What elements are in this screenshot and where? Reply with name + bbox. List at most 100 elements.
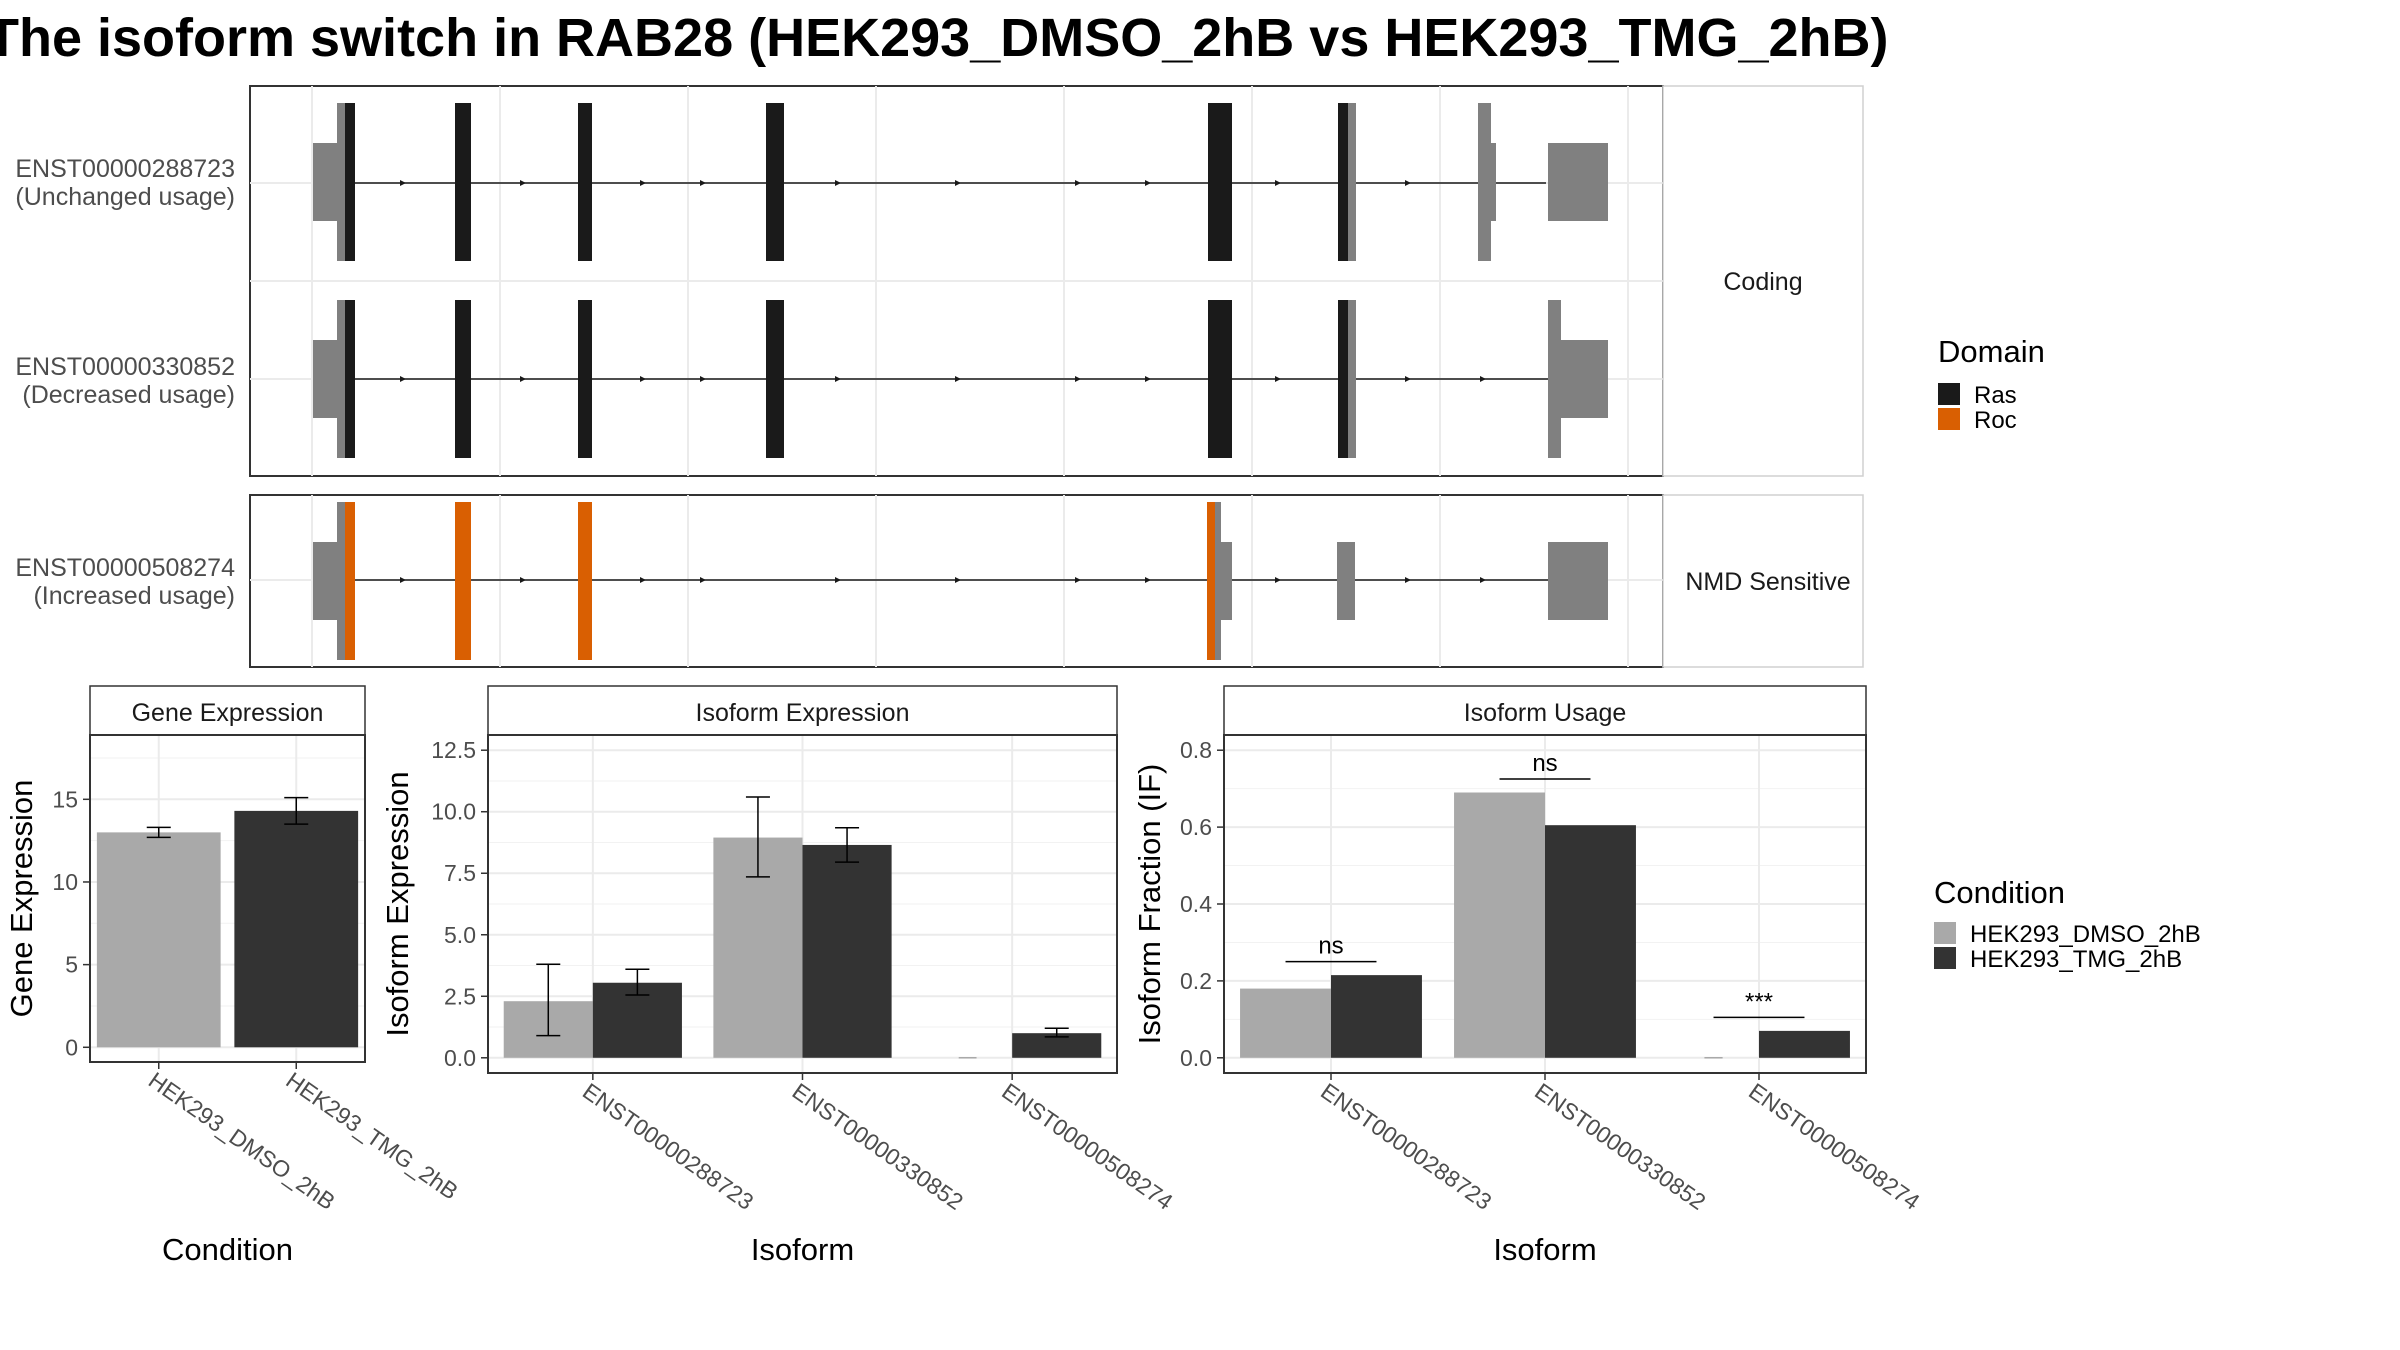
ras-domain-exon	[1208, 300, 1232, 458]
ras-domain-exon	[1338, 300, 1348, 458]
intron-arrows	[400, 577, 1486, 583]
utr-exon	[1221, 542, 1232, 620]
ras-domain-exon	[455, 103, 471, 261]
bar-HEK293_TMG_2hB	[234, 810, 359, 1048]
structure-panel-nmd	[249, 494, 1664, 668]
x-tick-label: ENST00000508274	[1744, 1078, 1925, 1215]
y-tick-label: 0	[65, 1034, 78, 1060]
utr-exon	[1561, 340, 1608, 418]
y-tick-label: 5	[65, 952, 78, 978]
isoform-id-label: ENST00000288723	[15, 155, 235, 183]
roc-domain-exon	[345, 502, 355, 660]
ras-domain-exon	[345, 103, 355, 261]
chart-strip-title: Gene Expression	[132, 699, 324, 727]
condition-legend: Condition HEK293_DMSO_2hB HEK293_TMG_2hB	[1934, 875, 2201, 973]
ras-domain-exon	[766, 300, 784, 458]
legend-label-roc: Roc	[1974, 407, 2017, 434]
significance-label: ns	[1532, 750, 1557, 777]
x-tick-label: ENST00000508274	[997, 1078, 1178, 1215]
isoform-id-label: ENST00000508274	[15, 554, 235, 582]
domain-legend-title: Domain	[1938, 334, 2045, 369]
significance-label: ***	[1745, 988, 1773, 1015]
y-tick-label: 10	[52, 869, 78, 895]
legend-label-ras: Ras	[1974, 382, 2017, 409]
y-axis-title: Gene Expression	[4, 780, 39, 1018]
y-tick-label: 0.0	[444, 1045, 476, 1071]
bar-HEK293_TMG_2hB-ENST00000330852	[1545, 825, 1636, 1058]
isoform-usage-label: (Unchanged usage)	[15, 183, 235, 211]
utr-exon	[313, 143, 337, 221]
roc-domain-exon	[578, 502, 592, 660]
bar-HEK293_TMG_2hB-ENST00000330852	[802, 844, 892, 1058]
utr-exon	[337, 300, 345, 458]
isoform-usage-chart: Isoform Usage ns ns *** 0.0 0.2 0.4 0.6 0.8 ENST0…	[1132, 685, 1925, 1267]
chart-strip	[1223, 685, 1867, 736]
condition-legend-title: Condition	[1934, 875, 2065, 910]
utr-exon	[1548, 542, 1608, 620]
figure-title: The isoform switch in RAB28 (HEK293_DMSO…	[0, 8, 1889, 68]
bar-HEK293_DMSO_2hB	[96, 832, 221, 1048]
legend-label-tmg: HEK293_TMG_2hB	[1970, 946, 2182, 973]
y-tick-label: 0.8	[1180, 737, 1212, 763]
isoform-expression-chart: Isoform Expression 0.0 2.5 5.0 7.5 10.0 12.5 EN…	[380, 685, 1178, 1267]
x-tick-label: ENST00000288723	[1316, 1078, 1496, 1215]
cds-exon	[1548, 300, 1561, 458]
intron-arrows	[400, 376, 1486, 382]
y-tick-label: 0.2	[1180, 968, 1212, 994]
utr-exon	[337, 103, 345, 261]
strip-nmd-sensitive: NMD Sensitive	[1662, 494, 1864, 668]
ras-domain-exon	[578, 300, 592, 458]
legend-label-dmso: HEK293_DMSO_2hB	[1970, 921, 2201, 948]
intron-arrows	[400, 180, 1486, 186]
x-axis-title: Isoform	[751, 1232, 854, 1267]
bar-HEK293_TMG_2hB-ENST00000508274	[1759, 1030, 1850, 1058]
y-tick-label: 0.0	[1180, 1045, 1212, 1071]
ras-domain-exon	[766, 103, 784, 261]
y-tick-label: 2.5	[444, 983, 476, 1009]
ras-domain-exon	[578, 103, 592, 261]
isoform-track-ENST00000330852	[313, 300, 1608, 458]
utr-exon	[337, 502, 345, 660]
x-tick-label: ENST00000330852	[1530, 1078, 1710, 1215]
chart-strip	[89, 685, 366, 736]
ras-domain-exon	[1208, 103, 1232, 261]
ras-domain-exon	[455, 300, 471, 458]
y-axis-title: Isoform Expression	[380, 771, 415, 1036]
y-tick-label: 12.5	[431, 737, 476, 763]
isoform-track-ENST00000288723	[313, 103, 1608, 261]
bar-HEK293_DMSO_2hB-ENST00000288723	[1240, 988, 1331, 1058]
chart-panel-border	[89, 734, 366, 1063]
isoform-labels: ENST00000288723 (Unchanged usage) ENST00…	[15, 155, 235, 610]
isoform-track-ENST00000508274	[313, 502, 1608, 660]
bar-HEK293_DMSO_2hB-ENST00000330852	[1454, 792, 1545, 1058]
isoform-usage-label: (Decreased usage)	[22, 381, 235, 409]
chart-strip-title: Isoform Expression	[696, 699, 910, 727]
utr-exon	[313, 340, 337, 418]
significance-label: ns	[1318, 933, 1343, 960]
cds-exon	[1348, 300, 1356, 458]
structure-panel-coding	[249, 85, 1664, 477]
y-tick-label: 7.5	[444, 860, 476, 886]
legend-swatch-roc	[1938, 408, 1960, 430]
utr-exon	[1337, 542, 1355, 620]
strip-label: Coding	[1723, 268, 1802, 296]
x-axis-title: Isoform	[1493, 1232, 1596, 1267]
ras-domain-exon	[345, 300, 355, 458]
y-axis-title: Isoform Fraction (IF)	[1132, 764, 1167, 1045]
cds-exon	[1478, 103, 1491, 261]
y-tick-label: 0.6	[1180, 814, 1212, 840]
cds-exon	[1348, 103, 1356, 261]
legend-swatch-ras	[1938, 383, 1960, 405]
legend-swatch-dmso	[1934, 922, 1956, 944]
utr-exon	[313, 542, 337, 620]
utr-exon	[1548, 143, 1608, 221]
cds-exon	[1215, 502, 1221, 660]
x-tick-label: ENST00000330852	[788, 1078, 968, 1215]
y-tick-label: 0.4	[1180, 891, 1212, 917]
x-axis-title: Condition	[162, 1232, 293, 1267]
roc-domain-exon	[455, 502, 471, 660]
isoform-id-label: ENST00000330852	[15, 353, 235, 381]
utr-exon	[1491, 143, 1496, 221]
domain-legend: Domain Ras Roc	[1938, 334, 2045, 434]
